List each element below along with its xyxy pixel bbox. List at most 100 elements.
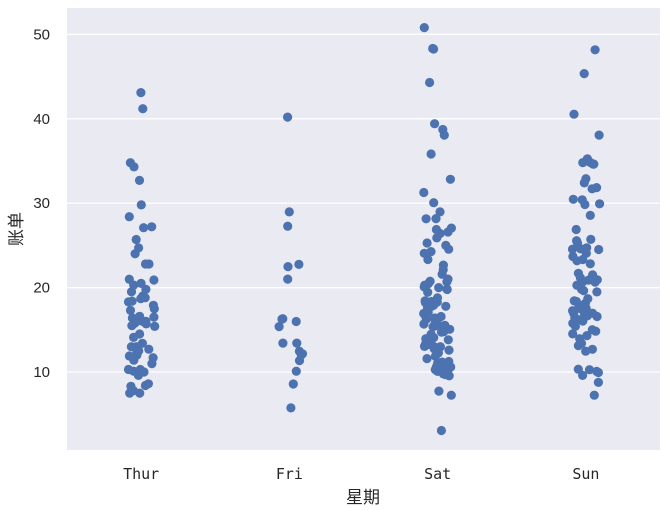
data-point-thur xyxy=(130,249,140,259)
data-point-thur xyxy=(125,305,136,315)
data-point-fri xyxy=(294,356,305,366)
data-point-sat xyxy=(419,341,430,351)
data-point-sun xyxy=(589,159,599,169)
data-point-sat xyxy=(444,345,454,355)
data-point-sat xyxy=(443,227,453,237)
data-point-thur xyxy=(149,312,159,322)
data-point-sat xyxy=(429,198,439,208)
data-point-sun xyxy=(572,256,582,266)
data-point-sat xyxy=(444,371,454,381)
data-point-sat xyxy=(422,238,432,248)
data-point-sun xyxy=(578,316,588,326)
data-point-sun xyxy=(580,199,590,210)
data-point-sun xyxy=(570,321,581,331)
data-point-sat xyxy=(445,174,455,184)
data-point-fri xyxy=(284,207,294,217)
data-point-sat xyxy=(422,354,432,364)
x-tick-labels: Thur Fri Sat Sun xyxy=(123,465,599,483)
data-point-sat xyxy=(423,287,433,297)
data-point-sun xyxy=(595,199,605,209)
data-point-thur xyxy=(144,344,154,354)
data-point-thur xyxy=(149,275,159,285)
data-point-sat xyxy=(443,335,453,345)
y-tick-label: 30 xyxy=(33,195,50,212)
x-tick-label-sun: Sun xyxy=(572,465,599,483)
x-axis-label: 星期 xyxy=(346,488,380,508)
data-point-sat xyxy=(442,277,452,287)
data-point-sat xyxy=(432,233,442,243)
data-point-fri xyxy=(278,338,288,348)
data-point-sat xyxy=(441,301,451,311)
data-point-thur xyxy=(129,332,139,342)
data-point-sun xyxy=(568,194,578,204)
data-point-fri xyxy=(283,262,293,272)
data-point-sun xyxy=(569,109,579,119)
data-point-thur xyxy=(124,212,134,222)
data-point-fri xyxy=(291,316,301,327)
x-tick-label-sat: Sat xyxy=(424,465,451,483)
data-point-thur xyxy=(147,222,157,232)
data-point-thur xyxy=(141,319,151,329)
data-point-thur xyxy=(134,175,145,185)
data-point-fri xyxy=(291,366,301,376)
data-point-fri xyxy=(288,379,298,389)
data-point-thur xyxy=(139,223,149,233)
data-point-sat xyxy=(423,254,433,265)
y-tick-label: 40 xyxy=(33,111,50,128)
data-point-fri xyxy=(277,314,287,324)
data-point-thur xyxy=(123,297,134,307)
data-point-thur xyxy=(129,355,139,365)
data-point-sun xyxy=(593,367,604,378)
data-point-sat xyxy=(419,187,429,198)
data-point-sun xyxy=(578,158,588,168)
data-point-sat xyxy=(436,425,446,436)
data-point-sat xyxy=(419,23,429,33)
data-point-sun xyxy=(594,130,604,140)
data-point-thur xyxy=(135,388,145,398)
data-point-sat xyxy=(434,283,444,293)
data-point-sun xyxy=(571,224,581,235)
data-point-sat xyxy=(431,214,441,224)
data-point-fri xyxy=(292,338,302,348)
data-point-sat xyxy=(429,333,439,343)
data-point-sat xyxy=(444,244,454,254)
data-point-fri xyxy=(283,274,293,284)
data-point-thur xyxy=(126,287,137,297)
data-point-thur xyxy=(136,200,146,210)
y-tick-label: 10 xyxy=(33,364,50,381)
plot-area xyxy=(67,8,660,450)
data-point-sun xyxy=(582,331,592,341)
y-axis-label: 账单 xyxy=(7,212,27,246)
data-point-sun xyxy=(581,346,591,356)
data-point-fri xyxy=(286,403,296,413)
data-point-sun xyxy=(593,377,604,387)
data-point-sun xyxy=(568,329,578,339)
data-point-sun xyxy=(579,69,589,79)
data-point-thur xyxy=(133,370,143,380)
data-point-sat xyxy=(421,214,431,224)
data-point-sun xyxy=(578,370,588,380)
data-point-sun xyxy=(573,341,584,351)
data-point-sat xyxy=(442,284,452,295)
data-point-sat xyxy=(446,390,456,400)
data-point-thur xyxy=(134,346,144,356)
data-point-sat xyxy=(434,386,444,396)
data-point-sun xyxy=(594,244,604,255)
data-point-thur xyxy=(140,293,150,303)
data-point-sun xyxy=(586,234,596,244)
data-point-sun xyxy=(587,184,597,194)
data-point-fri xyxy=(274,322,284,332)
x-tick-label-thur: Thur xyxy=(123,465,159,483)
data-point-fri xyxy=(283,112,293,122)
data-point-sat xyxy=(425,77,435,88)
data-point-sun xyxy=(579,178,589,188)
data-point-sun xyxy=(585,259,595,269)
data-point-thur xyxy=(123,364,134,375)
data-point-thur xyxy=(125,388,135,398)
y-gridlines xyxy=(67,33,660,373)
data-point-sun xyxy=(590,45,600,55)
data-point-sun xyxy=(592,311,602,322)
data-point-thur xyxy=(140,380,150,391)
data-point-fri xyxy=(283,221,293,231)
